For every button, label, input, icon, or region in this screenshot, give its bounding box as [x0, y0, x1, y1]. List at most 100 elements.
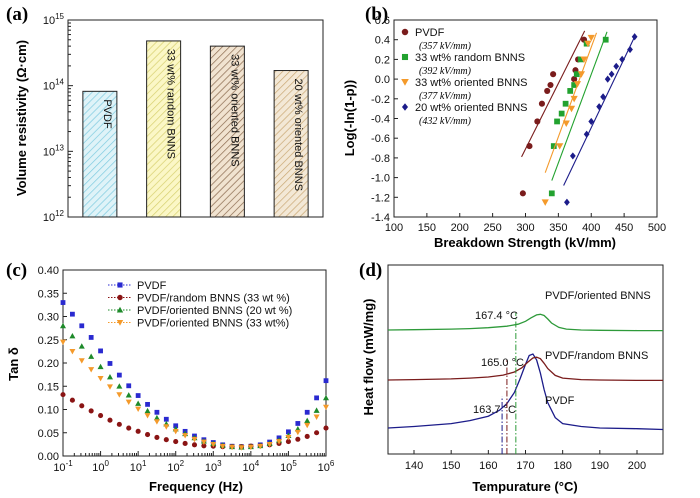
b-point-1-8 — [577, 56, 584, 63]
c-ytick-label-6: 0.30 — [38, 312, 59, 324]
c-point-0-0 — [60, 300, 66, 305]
a-bar-2 — [209, 45, 245, 218]
c-point-2-4 — [97, 363, 104, 370]
c-point-1-2 — [79, 403, 85, 409]
c-point-3-26 — [304, 422, 311, 429]
b-legend-annotation-0: (357 kV/mm) — [419, 41, 472, 52]
c-point-2-2 — [78, 343, 85, 349]
c-xtick-label-4-exponent: 3 — [217, 459, 222, 468]
c-legend-marker-2 — [116, 306, 124, 313]
c-ytick-label-3: 0.15 — [38, 381, 59, 393]
d-xtick-label-5: 190 — [591, 460, 609, 472]
c-xtick-label-0-base: 10 — [53, 462, 65, 474]
b-ytick-label-6: -0.6 — [371, 133, 390, 145]
c-point-0-9 — [145, 401, 150, 407]
c-xtick-label-2: 101 — [130, 459, 147, 474]
b-ytick-label-9: -1.2 — [371, 192, 390, 204]
d-peak-annotation-2: 167.4 °C — [475, 310, 518, 322]
c-point-3-27 — [313, 414, 320, 420]
c-point-3-0 — [60, 339, 66, 346]
c-point-0-4 — [98, 348, 103, 354]
a-ytick-label-1: 1013 — [43, 143, 65, 158]
c-xtick-label-3-base: 10 — [167, 462, 179, 474]
b-point-0-6 — [550, 71, 557, 78]
a-ytick-label-0: 1012 — [43, 209, 65, 224]
panel-a-y-axis-title: Volume resistivity (Ω·cm) — [14, 40, 29, 196]
panel-b-x-axis-title: Breakdown Strength (kV/mm) — [434, 235, 616, 250]
a-ytick-label-0-base: 10 — [43, 212, 55, 224]
panel-d-ticks: 140 150 160 170 180 190 200 — [405, 450, 646, 472]
a-ytick-label-3: 1015 — [43, 12, 65, 27]
b-xtick-label-7: 450 — [615, 222, 633, 234]
b-legend-label-0: PVDF — [415, 27, 445, 39]
panel-c-series — [60, 300, 329, 451]
b-point-1-2 — [554, 118, 560, 125]
a-ytick-label-0-exponent: 12 — [55, 209, 64, 218]
c-point-0-10 — [154, 409, 160, 415]
c-point-0-27 — [314, 395, 319, 401]
c-legend-marker-1 — [117, 294, 123, 301]
c-xtick-label-6: 105 — [280, 459, 297, 474]
c-point-3-13 — [182, 433, 189, 439]
a-ytick-label-2-exponent: 14 — [55, 78, 64, 87]
b-ytick-label-3: 0.0 — [375, 74, 390, 86]
c-point-1-15 — [201, 443, 207, 449]
b-point-1-6 — [571, 82, 578, 88]
c-xtick-label-0-exponent: -1 — [66, 459, 74, 468]
a-bar-label-3: 20 wt% oriented BNNS — [292, 79, 304, 191]
c-point-1-7 — [126, 425, 132, 431]
a-bar-0 — [82, 90, 118, 218]
c-point-3-15 — [200, 439, 207, 446]
c-point-0-6 — [116, 372, 122, 378]
d-xtick-label-2: 160 — [479, 460, 497, 472]
a-bar-label-0: PVDF — [101, 99, 113, 129]
c-xtick-label-5-exponent: 4 — [255, 459, 260, 468]
c-point-3-3 — [88, 367, 95, 373]
c-point-1-26 — [304, 433, 310, 440]
b-point-1-1 — [550, 143, 557, 149]
b-point-2-9 — [587, 34, 595, 42]
c-ytick-label-1: 0.05 — [38, 428, 59, 440]
b-legend-label-1: 33 wt% random BNNS — [415, 52, 525, 64]
c-point-3-14 — [191, 436, 198, 443]
panel-d-label: (d) — [359, 260, 382, 281]
c-point-2-27 — [313, 407, 320, 413]
b-point-2-3 — [567, 105, 576, 113]
b-point-1-5 — [567, 88, 574, 94]
c-point-2-28 — [323, 394, 329, 401]
b-ytick-label-0: 0.6 — [375, 15, 390, 27]
b-point-1-3 — [558, 110, 565, 117]
d-curve-2 — [387, 313, 663, 332]
c-point-0-11 — [163, 416, 169, 422]
c-point-3-16 — [210, 441, 217, 448]
c-point-1-14 — [191, 442, 198, 448]
c-point-1-27 — [314, 430, 320, 436]
b-xtick-label-2: 200 — [451, 222, 469, 234]
b-point-3-10 — [627, 45, 633, 54]
c-point-3-1 — [69, 348, 76, 355]
b-xtick-label-4: 300 — [516, 222, 534, 234]
panel-b-series — [519, 30, 638, 206]
c-point-1-5 — [107, 417, 113, 423]
d-peak-annotation-0: 163.7 °C — [473, 404, 516, 416]
c-point-1-0 — [60, 392, 66, 398]
b-xtick-label-1: 150 — [418, 222, 436, 234]
b-point-3-11 — [631, 33, 638, 41]
b-point-1-0 — [548, 190, 555, 197]
c-point-2-10 — [153, 414, 160, 421]
c-xtick-label-2-exponent: 1 — [142, 459, 147, 468]
b-xtick-label-6: 400 — [582, 222, 600, 234]
b-point-3-3 — [588, 117, 595, 126]
b-point-2-1 — [556, 143, 564, 150]
a-bar-label-2: 33 wt% oriented BNNS — [228, 54, 240, 167]
b-xtick-label-0: 100 — [385, 222, 403, 234]
c-point-1-13 — [182, 440, 188, 446]
b-fit-line-2 — [544, 32, 598, 173]
c-xtick-label-4: 103 — [205, 459, 222, 474]
d-xtick-label-1: 150 — [442, 460, 460, 472]
b-point-0-0 — [519, 190, 526, 197]
b-legend-annotation-1: (392 kV/mm) — [419, 66, 472, 77]
panel-b-weibull: (b) 100 150 200 250 300 350 400 450 500 0.6 0.4 0.2… — [342, 4, 666, 250]
c-point-3-4 — [97, 375, 104, 382]
